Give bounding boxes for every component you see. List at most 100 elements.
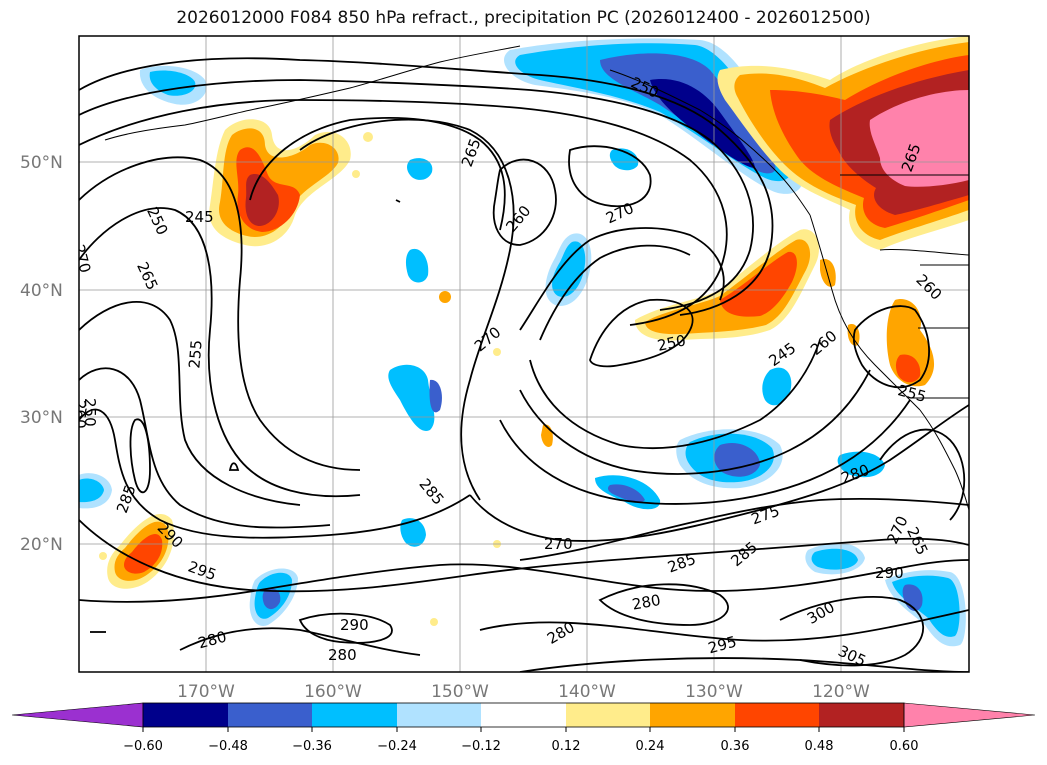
- colorbar-segment: [650, 703, 735, 727]
- precip-pos-dot: [99, 552, 107, 560]
- contour-line: [492, 158, 557, 246]
- graticule: [79, 36, 969, 672]
- colorbar-tick-label: 0.12: [552, 739, 581, 754]
- contour-line: [519, 497, 969, 561]
- contour-line: [879, 428, 966, 521]
- contour-line: [79, 301, 301, 506]
- colorbar-outline: [142, 702, 905, 728]
- contour-line: [79, 408, 471, 539]
- contour-line: [79, 99, 728, 326]
- contour-line: [298, 612, 393, 644]
- colorbar-tick-label: −0.36: [292, 739, 332, 754]
- colorbar: −0.60 −0.48 −0.36 −0.24 −0.12 0.12 0.24 …: [11, 702, 1036, 754]
- contour-line: [79, 207, 361, 498]
- contour-line: [479, 609, 969, 642]
- colorbar-segment: [566, 703, 650, 727]
- colorbar-segment: [819, 703, 904, 727]
- map-title: 2026012000 F084 850 hPa refract., precip…: [176, 8, 871, 28]
- precip-pos-patch: [869, 90, 969, 187]
- contour-line: [79, 79, 754, 311]
- colorbar-tick-label: −0.12: [461, 739, 501, 754]
- coastline: [879, 248, 969, 256]
- contour-line: [469, 404, 969, 542]
- precip-pos-patch: [720, 251, 797, 317]
- precip-neg-patch: [429, 379, 442, 413]
- colorbar-segment: [735, 703, 819, 727]
- precip-pos-dot: [352, 170, 360, 178]
- lat-label: 30°N: [20, 408, 63, 428]
- precip-neg-patch: [762, 367, 792, 406]
- lon-label: 170°W: [177, 682, 235, 702]
- colorbar-segment: [312, 703, 397, 727]
- precip-pos-dot: [363, 132, 373, 142]
- lon-label: 150°W: [431, 682, 489, 702]
- precip-neg-patch: [262, 588, 281, 610]
- coastline: [104, 45, 521, 141]
- contour-line: [249, 117, 506, 231]
- precip-neg-patch: [714, 442, 760, 477]
- colorbar-tick-label: −0.24: [377, 739, 417, 754]
- contour-line: [79, 559, 969, 603]
- colorbar-segment: [228, 703, 312, 727]
- coastlines: [104, 45, 969, 511]
- lat-axis: 50°N 40°N 30°N 20°N: [20, 153, 63, 555]
- precip-neg-patch: [407, 158, 433, 180]
- lon-label: 120°W: [812, 682, 870, 702]
- lat-label: 20°N: [20, 535, 63, 555]
- lon-label: 140°W: [558, 682, 616, 702]
- contour-label: 250: [81, 398, 99, 427]
- coastline: [919, 409, 969, 511]
- contour-label: 250: [656, 331, 688, 355]
- precip-pos-dot: [439, 291, 451, 303]
- contour-label: 270: [544, 535, 573, 553]
- plot-border: [78, 35, 970, 673]
- contour-line: [79, 156, 361, 471]
- lat-label: 50°N: [20, 153, 63, 173]
- colorbar-tick-label: 0.60: [890, 739, 919, 754]
- contour-label: 290: [875, 564, 904, 582]
- contour-label: 260: [71, 400, 89, 429]
- contour-line: [179, 627, 421, 656]
- colorbar-segment: [397, 703, 481, 727]
- contour-line: [568, 145, 652, 208]
- coastline: [609, 69, 811, 216]
- precip-neg-patch: [552, 241, 586, 297]
- lon-label: 130°W: [685, 682, 743, 702]
- precip-pos-patch: [895, 354, 921, 383]
- coastline: [809, 214, 921, 411]
- contour-line: [779, 596, 925, 667]
- contour-line: [228, 462, 240, 471]
- contour-line: [519, 227, 725, 331]
- contour-label: 255: [185, 339, 205, 369]
- contour-line: [79, 57, 774, 316]
- precip-neg-patch: [388, 364, 435, 431]
- contour-line: [589, 298, 694, 368]
- precip-pos-dot: [430, 618, 438, 626]
- precip-neg-patch: [837, 451, 885, 478]
- colorbar-segment: [481, 703, 566, 727]
- contour-label: 280: [328, 646, 357, 664]
- precip-neg-patch: [811, 548, 858, 570]
- contour-line: [529, 339, 821, 450]
- lat-label: 40°N: [20, 281, 63, 301]
- colorbar-tick-label: 0.24: [636, 739, 665, 754]
- contour-line: [129, 418, 151, 494]
- contour-line: [852, 305, 930, 389]
- map-plot-area: 245 250 250 250 255 260 265 265 270 270 …: [71, 36, 969, 672]
- contour-line: [79, 519, 969, 593]
- contour-line: [395, 199, 401, 203]
- precip-pos-dot: [493, 348, 501, 356]
- colorbar-max-extend: [903, 702, 1036, 728]
- contour-label: 290: [340, 616, 369, 634]
- colorbar-tick-label: −0.48: [208, 739, 248, 754]
- contour-line: [598, 583, 729, 626]
- contour-line: [519, 657, 969, 672]
- coastline: [918, 264, 969, 329]
- precip-neg-patch: [149, 70, 196, 96]
- precip-neg-patch: [400, 518, 426, 547]
- contour-line: [539, 244, 691, 341]
- refractivity-contours: [79, 57, 969, 672]
- contour-line: [519, 369, 871, 475]
- colorbar-ticks: [142, 727, 905, 732]
